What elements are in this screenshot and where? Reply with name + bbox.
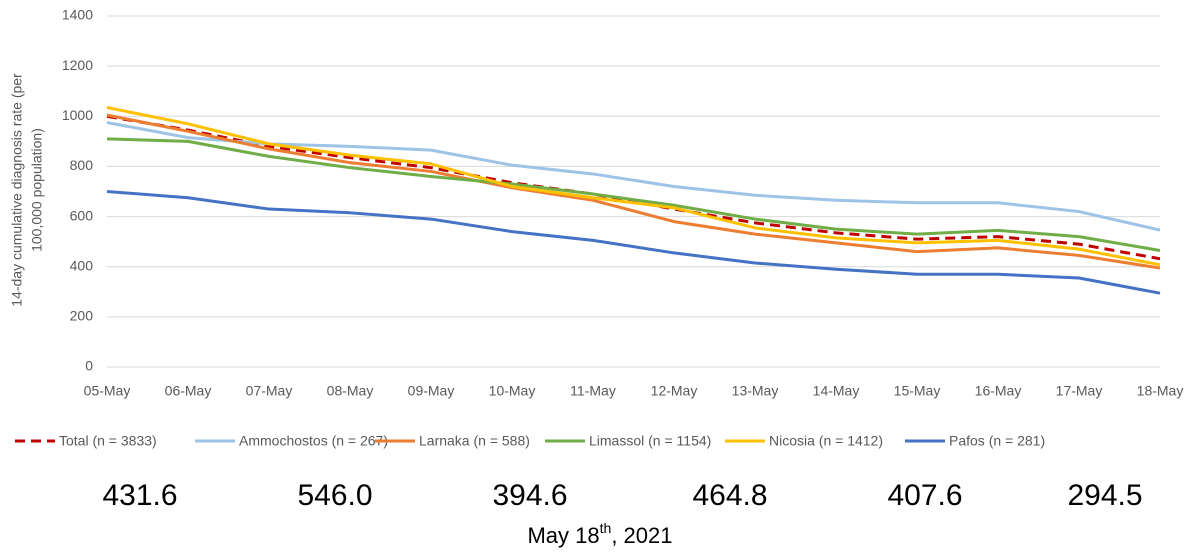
y-tick-label: 600: [70, 207, 94, 223]
y-tick-label: 200: [70, 308, 94, 324]
series-line: [106, 190, 1161, 295]
x-tick-label: 15-May: [894, 383, 941, 399]
annotation: 546.0: [297, 479, 372, 512]
y-tick-label: 800: [70, 157, 94, 173]
legend-label: Limassol (n = 1154): [589, 433, 711, 449]
x-tick-label: 11-May: [570, 383, 616, 399]
caption-part: May 18: [527, 523, 599, 548]
series-line: [106, 121, 1161, 232]
y-tick-label: 400: [70, 257, 94, 273]
annotation: 394.6: [492, 479, 567, 512]
annotation: 407.6: [887, 479, 962, 512]
y-axis-label: 14-day cumulative diagnosis rate (per: [9, 73, 25, 307]
legend-label: Ammochostos (n = 267): [239, 433, 388, 449]
x-tick-label: 07-May: [246, 383, 293, 399]
y-tick-label: 0: [85, 358, 93, 374]
legend-label: Larnaka (n = 588): [419, 433, 530, 449]
y-axis-label: 100,000 population): [29, 128, 45, 252]
x-tick-label: 05-May: [84, 383, 131, 399]
y-tick-label: 1400: [62, 7, 93, 23]
annotation: 294.5: [1067, 479, 1142, 512]
x-tick-label: 18-May: [1137, 383, 1184, 399]
x-tick-label: 06-May: [165, 383, 212, 399]
x-tick-label: 09-May: [408, 383, 455, 399]
y-tick-label: 1000: [62, 107, 93, 123]
legend-label: Total (n = 3833): [59, 433, 157, 449]
caption: May 18th, 2021: [527, 520, 672, 548]
x-tick-label: 17-May: [1056, 383, 1103, 399]
annotation: 431.6: [102, 479, 177, 512]
caption-part: , 2021: [611, 523, 672, 548]
y-tick-label: 1200: [62, 57, 93, 73]
series-line: [106, 137, 1161, 252]
series-line: [106, 106, 1161, 267]
x-tick-label: 08-May: [327, 383, 374, 399]
x-tick-label: 12-May: [651, 383, 698, 399]
x-tick-label: 10-May: [489, 383, 536, 399]
legend-label: Nicosia (n = 1412): [769, 433, 883, 449]
legend-label: Pafos (n = 281): [949, 433, 1045, 449]
series-line: [106, 113, 1161, 270]
x-tick-label: 13-May: [732, 383, 779, 399]
caption-sup: th: [600, 520, 612, 536]
x-tick-label: 16-May: [975, 383, 1022, 399]
annotation: 464.8: [692, 479, 767, 512]
series-line: [106, 114, 1161, 261]
x-tick-label: 14-May: [813, 383, 860, 399]
